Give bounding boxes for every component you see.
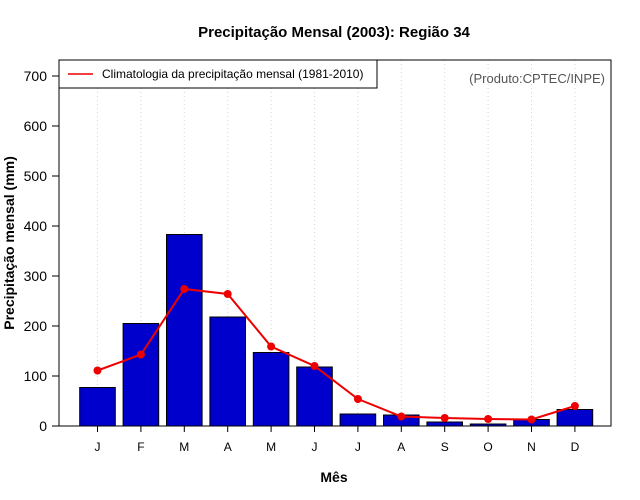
climatology-point-3 xyxy=(223,290,232,298)
bar-6 xyxy=(339,413,377,427)
climatology-point-9 xyxy=(484,415,493,423)
y-tick-label-7: 700 xyxy=(24,68,48,84)
x-tick-label-9: O xyxy=(483,440,492,454)
source-note: (Produto:CPTEC/INPE) xyxy=(469,71,605,86)
x-tick-label-4: M xyxy=(266,440,276,454)
bar-2 xyxy=(166,234,203,427)
point-layer xyxy=(93,285,579,424)
y-tick-label-2: 200 xyxy=(24,318,48,334)
climatology-point-11 xyxy=(570,402,579,410)
y-tick-label-3: 300 xyxy=(24,268,48,284)
y-axis-label: Precipitação mensal (mm) xyxy=(1,156,17,330)
climatology-point-10 xyxy=(527,415,536,424)
climatology-point-8 xyxy=(440,414,449,422)
legend: Climatologia da precipitação mensal (198… xyxy=(58,59,378,89)
x-tick-label-0: J xyxy=(95,440,101,454)
x-tick-label-8: S xyxy=(441,440,449,454)
x-tick-label-1: F xyxy=(137,440,144,454)
climatology-point-6 xyxy=(353,395,362,403)
y-tick-label-1: 100 xyxy=(24,368,48,384)
x-tick-label-10: N xyxy=(527,440,536,454)
x-tick-label-6: J xyxy=(355,440,361,454)
y-tick-label-5: 500 xyxy=(24,168,48,184)
bar-layer xyxy=(79,234,594,427)
x-tick-label-11: D xyxy=(571,440,580,454)
bar-8 xyxy=(426,421,463,427)
bar-3 xyxy=(209,316,246,427)
climatology-point-5 xyxy=(310,362,319,370)
climatology-point-1 xyxy=(136,350,145,359)
x-tick-label-5: J xyxy=(312,440,318,454)
y-tick-label-4: 400 xyxy=(24,218,48,234)
legend-label-climatology: Climatologia da precipitação mensal (198… xyxy=(102,67,363,81)
climatology-point-2 xyxy=(180,285,189,293)
x-tick-label-7: A xyxy=(397,440,405,454)
climatology-point-7 xyxy=(397,412,406,421)
climatology-point-4 xyxy=(267,342,276,351)
legend-box xyxy=(58,59,378,89)
bar-11 xyxy=(556,409,594,427)
x-tick-label-2: M xyxy=(179,440,189,454)
climatology-line xyxy=(97,287,576,421)
x-axis-label: Mês xyxy=(320,469,347,485)
y-axis: 0 100 200 300 400 500 600 700 xyxy=(24,68,59,434)
bar-1 xyxy=(122,323,160,427)
y-tick-label-0: 0 xyxy=(39,418,47,434)
chart-title: Precipitação Mensal (2003): Região 34 xyxy=(198,24,470,41)
y-tick-label-6: 600 xyxy=(24,118,48,134)
line-layer xyxy=(97,287,576,421)
bar-0 xyxy=(79,387,116,427)
climatology-point-0 xyxy=(93,366,102,375)
x-tick-label-3: A xyxy=(224,440,232,454)
bar-4 xyxy=(252,352,290,427)
